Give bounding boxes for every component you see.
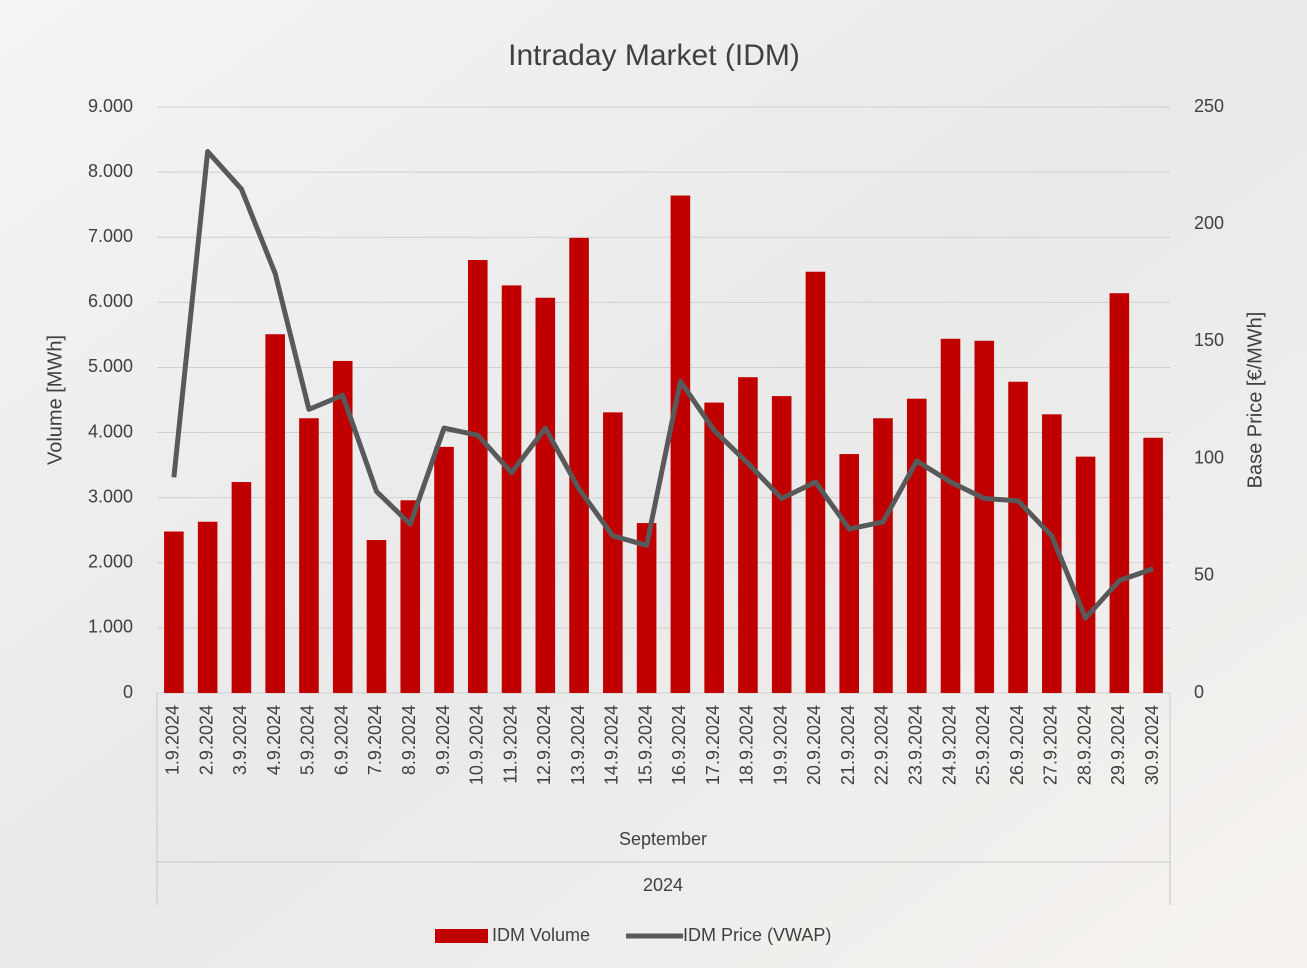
y-tick-label: 7.000 bbox=[88, 226, 133, 246]
y-tick-label: 3.000 bbox=[88, 486, 133, 506]
y2-tick-label: 0 bbox=[1194, 682, 1204, 702]
y-tick-label: 2.000 bbox=[88, 552, 133, 572]
x-tick-label: 14.9.2024 bbox=[602, 705, 622, 785]
bar bbox=[299, 418, 319, 693]
bar bbox=[164, 532, 184, 693]
legend-label: IDM Price (VWAP) bbox=[683, 925, 831, 945]
x-tick-label: 19.9.2024 bbox=[770, 705, 790, 785]
y-axis-title: Volume [MWh] bbox=[44, 335, 66, 465]
y2-axis-title: Base Price [€/MWh] bbox=[1244, 312, 1266, 489]
bar bbox=[704, 403, 724, 693]
bar bbox=[232, 482, 252, 693]
x-tick-label: 12.9.2024 bbox=[534, 705, 554, 785]
bar bbox=[772, 396, 792, 693]
x-tick-label: 23.9.2024 bbox=[906, 705, 926, 785]
bar bbox=[1143, 438, 1163, 693]
x-tick-label: 13.9.2024 bbox=[568, 705, 588, 785]
bar bbox=[502, 285, 522, 693]
bar bbox=[907, 399, 927, 693]
x-tick-label: 29.9.2024 bbox=[1108, 705, 1128, 785]
legend-swatch bbox=[435, 929, 488, 943]
x-tick-label: 17.9.2024 bbox=[703, 705, 723, 785]
x-tick-label: 4.9.2024 bbox=[264, 705, 284, 775]
y2-tick-label: 200 bbox=[1194, 213, 1224, 233]
x-tick-label: 24.9.2024 bbox=[939, 705, 959, 785]
bar bbox=[400, 500, 420, 693]
x-group-label: 2024 bbox=[643, 875, 683, 895]
bar bbox=[536, 298, 556, 693]
x-tick-label: 3.9.2024 bbox=[230, 705, 250, 775]
x-tick-label: 22.9.2024 bbox=[872, 705, 892, 785]
x-tick-label: 21.9.2024 bbox=[838, 705, 858, 785]
x-group-label: September bbox=[619, 829, 707, 849]
y-tick-label: 5.000 bbox=[88, 356, 133, 376]
x-tick-label: 18.9.2024 bbox=[737, 705, 757, 785]
bar bbox=[941, 339, 961, 693]
bar bbox=[637, 523, 657, 693]
x-tick-label: 9.9.2024 bbox=[433, 705, 453, 775]
x-tick-label: 28.9.2024 bbox=[1074, 705, 1094, 785]
y2-tick-label: 50 bbox=[1194, 565, 1214, 585]
y2-tick-label: 250 bbox=[1194, 96, 1224, 116]
x-tick-label: 8.9.2024 bbox=[399, 705, 419, 775]
y-tick-label: 4.000 bbox=[88, 421, 133, 441]
bar bbox=[468, 260, 488, 693]
x-tick-label: 16.9.2024 bbox=[669, 705, 689, 785]
x-tick-label: 20.9.2024 bbox=[804, 705, 824, 785]
bar bbox=[1076, 457, 1096, 693]
x-tick-label: 27.9.2024 bbox=[1041, 705, 1061, 785]
legend-label: IDM Volume bbox=[492, 925, 590, 945]
bar bbox=[265, 334, 285, 693]
y-tick-label: 8.000 bbox=[88, 161, 133, 181]
bar bbox=[839, 454, 859, 693]
y-tick-label: 1.000 bbox=[88, 617, 133, 637]
x-tick-label: 26.9.2024 bbox=[1007, 705, 1027, 785]
bar bbox=[367, 540, 387, 693]
x-tick-label: 6.9.2024 bbox=[331, 705, 351, 775]
y-tick-label: 0 bbox=[123, 682, 133, 702]
x-tick-label: 7.9.2024 bbox=[365, 705, 385, 775]
bar bbox=[198, 522, 218, 693]
x-tick-label: 25.9.2024 bbox=[973, 705, 993, 785]
bar bbox=[1110, 293, 1130, 693]
y2-tick-label: 150 bbox=[1194, 330, 1224, 350]
x-tick-label: 30.9.2024 bbox=[1142, 705, 1162, 785]
x-tick-label: 1.9.2024 bbox=[163, 705, 183, 775]
chart: Intraday Market (IDM) Volume [MWh] Base … bbox=[0, 0, 1307, 968]
bar bbox=[569, 238, 589, 693]
bar bbox=[974, 341, 994, 693]
bar bbox=[671, 196, 691, 693]
y-tick-label: 9.000 bbox=[88, 96, 133, 116]
chart-title: Intraday Market (IDM) bbox=[508, 39, 800, 72]
y-tick-label: 6.000 bbox=[88, 291, 133, 311]
bar bbox=[603, 412, 623, 693]
bar bbox=[873, 418, 893, 693]
bar bbox=[434, 447, 454, 693]
x-tick-label: 11.9.2024 bbox=[500, 705, 520, 784]
y2-tick-label: 100 bbox=[1194, 447, 1224, 467]
bar bbox=[1008, 382, 1028, 693]
bar bbox=[738, 377, 758, 693]
x-tick-label: 15.9.2024 bbox=[635, 705, 655, 785]
x-tick-label: 2.9.2024 bbox=[196, 705, 216, 775]
x-tick-label: 5.9.2024 bbox=[298, 705, 318, 775]
x-tick-label: 10.9.2024 bbox=[467, 705, 487, 785]
